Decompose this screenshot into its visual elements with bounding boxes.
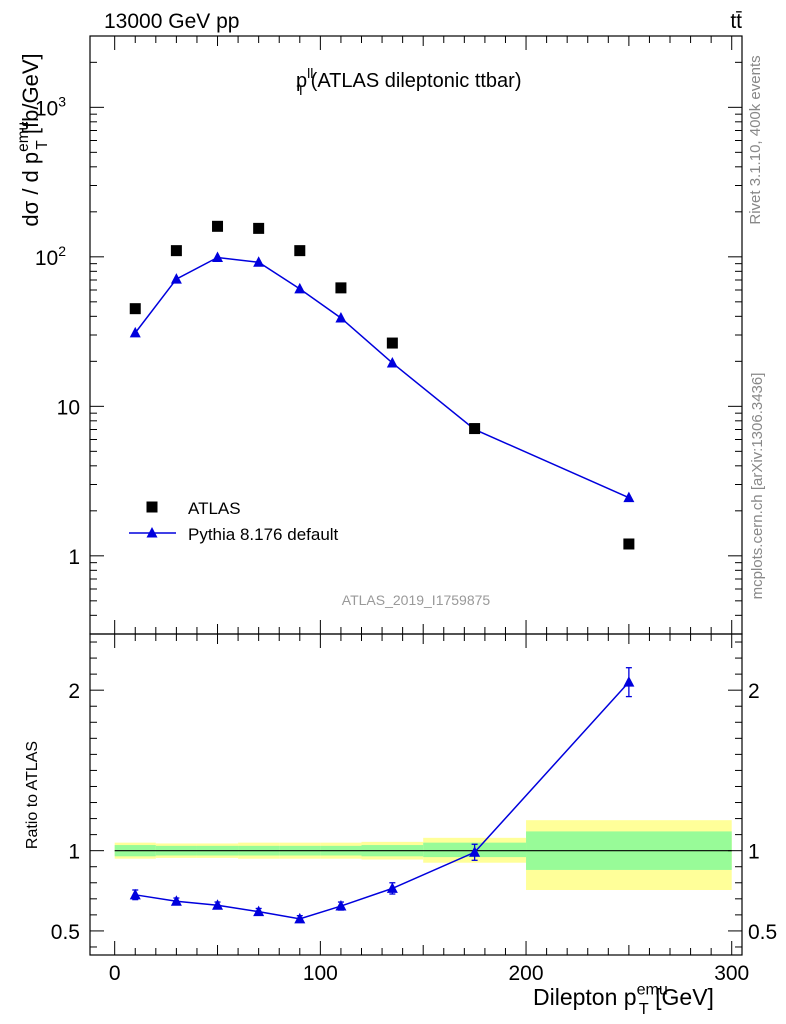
y-tick-label-base: 10 — [35, 247, 58, 270]
ratio-y-tick-label-left: 0.5 — [51, 921, 80, 944]
plot-title-rest: (ATLAS dileptonic ttbar) — [305, 70, 521, 92]
atlas-point — [335, 282, 347, 294]
x-tick-label: 200 — [509, 962, 544, 985]
ratio-pythia-point — [253, 905, 265, 917]
y-tick-label-exp: 2 — [58, 243, 66, 259]
atlas-point — [294, 245, 306, 257]
y-axis-label-sub: T — [34, 140, 51, 150]
ratio-frame — [89, 633, 743, 956]
ratio-pythia-point — [335, 900, 347, 911]
legend-pythia-marker — [146, 527, 158, 538]
legend-atlas-marker — [146, 501, 158, 513]
atlas-point — [623, 538, 635, 550]
ratio-pythia-point — [623, 676, 635, 687]
y-axis-label-rest: [fb/GeV] — [18, 53, 43, 140]
rivet-version-label: Rivet 3.1.10, 400k events — [747, 55, 764, 224]
y-axis-label-sup: emu — [15, 122, 32, 152]
ratio-y-tick-label-right: 0.5 — [748, 921, 777, 944]
pythia-point — [386, 356, 398, 368]
plot-title: pll T (ATLAS dileptonic ttbar) — [296, 65, 522, 98]
ratio-pythia-point — [212, 899, 224, 910]
y-tick-label-base: 10 — [35, 97, 58, 120]
x-tick-label: 300 — [714, 962, 749, 985]
pythia-point — [129, 326, 141, 338]
x-tick-label: 100 — [303, 962, 338, 985]
ratio-y-tick-label-left: 2 — [68, 680, 80, 703]
legend-atlas-label: ATLAS — [188, 499, 241, 518]
y-tick-label: 103 — [35, 93, 66, 120]
atlas-point — [469, 423, 481, 435]
ratio-panel: 0.5 0.5 1 1 2 2 0 100 200 300 Ratio to ATLAS Dilept… — [24, 633, 777, 1019]
ratio-pythia-point — [294, 912, 306, 924]
atlas-point — [386, 337, 398, 349]
pythia-point — [170, 273, 182, 284]
plot-title-sub: T — [297, 82, 306, 98]
ratio-pythia-point — [129, 888, 141, 900]
y-axis-label-main: dσ / d p — [18, 152, 43, 227]
x-axis-label-sup: emu — [637, 981, 668, 999]
ratio-pythia-point — [469, 846, 481, 857]
main-frame — [89, 35, 743, 635]
ratio-y-tick-label-right: 1 — [748, 841, 760, 864]
ratio-pythia-point — [170, 895, 182, 906]
y-tick-label-exp: 3 — [58, 93, 66, 109]
atlas-point — [129, 303, 141, 315]
x-tick-label: 0 — [109, 962, 121, 985]
analysis-watermark: ATLAS_2019_I1759875 — [342, 592, 491, 608]
pythia-point — [253, 256, 265, 267]
ratio-y-tick-label-right: 2 — [748, 680, 760, 703]
ratio-y-tick-label-left: 1 — [68, 841, 80, 864]
pythia-point — [623, 491, 635, 503]
y-tick-label: 1 — [68, 546, 80, 569]
collision-energy-label: 13000 GeV pp — [104, 10, 239, 33]
atlas-point — [253, 222, 265, 234]
process-label: tt̄ — [730, 10, 742, 33]
y-tick-label: 10 — [57, 396, 80, 419]
x-axis-label-rest: [GeV] — [649, 984, 714, 1010]
atlas-point — [170, 245, 182, 257]
x-axis-label-sub: T — [639, 1000, 649, 1018]
legend-pythia-label: Pythia 8.176 default — [188, 525, 339, 544]
plot-title-sup: ll — [307, 65, 313, 81]
atlas-point — [212, 220, 224, 232]
pythia-line — [134, 256, 630, 499]
pythia-point — [212, 251, 224, 262]
pythia-point — [335, 311, 347, 323]
pythia-point — [294, 282, 306, 294]
x-axis-label-main: Dilepton p — [533, 984, 637, 1010]
plot-title-main: p — [296, 70, 307, 92]
y-axis-label: dσ / d pemu T [fb/GeV] — [15, 53, 51, 226]
ratio-pythia-point — [386, 882, 398, 893]
ratio-y-axis-label: Ratio to ATLAS — [24, 741, 41, 849]
x-axis-label: Dilepton pemu T [GeV] — [533, 981, 714, 1019]
mcplots-label: mcplots.cern.ch [arXiv:1306.3436] — [749, 373, 766, 600]
y-tick-label: 102 — [35, 243, 66, 270]
